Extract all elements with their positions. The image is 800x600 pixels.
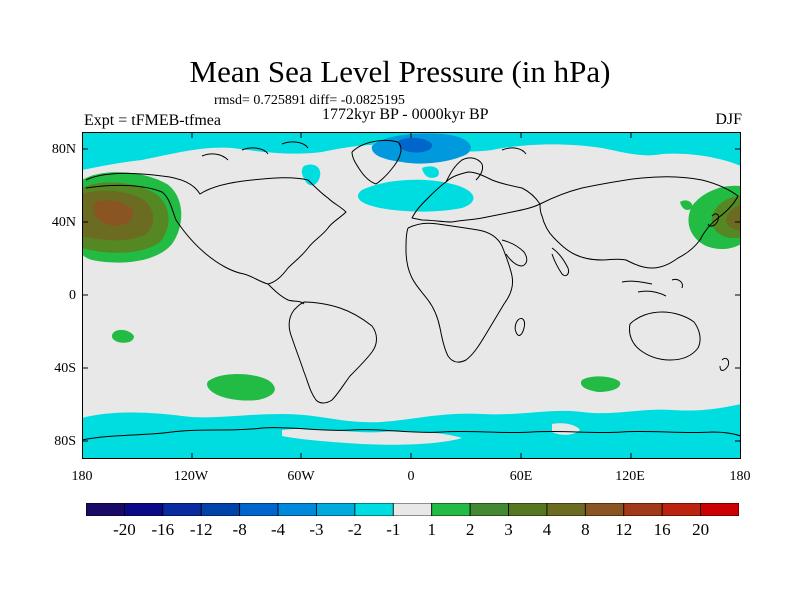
season-label: DJF xyxy=(715,111,742,128)
north-pacific-high-west-4 xyxy=(93,200,134,226)
coast-arabia xyxy=(501,239,528,267)
lat-tick-40n: 40N xyxy=(51,215,76,230)
colorbar-swatch xyxy=(354,503,394,516)
coast-north-america xyxy=(85,172,347,285)
coast-central-america xyxy=(267,283,305,305)
colorbar-label: -2 xyxy=(347,520,362,539)
north-pacific-high-east-3 xyxy=(726,206,741,230)
coast-greenland xyxy=(351,139,402,185)
colorbar-label: -16 xyxy=(151,520,175,539)
colorbar-label: -12 xyxy=(189,520,213,539)
colorbar-label: 16 xyxy=(653,520,671,539)
colorbar xyxy=(86,503,739,516)
colorbar-swatch xyxy=(623,503,663,516)
colorbar-label: -1 xyxy=(386,520,401,539)
coast-scandinavia xyxy=(445,157,483,183)
coast-arctic-islands xyxy=(201,141,527,161)
stats-label: rmsd= 0.725891 diff= -0.0825195 xyxy=(214,93,405,108)
colorbar-swatch xyxy=(124,503,164,516)
colorbar-swatch xyxy=(508,503,548,516)
scandinavia-negative-region xyxy=(422,166,439,178)
colorbar-label: -4 xyxy=(270,520,286,539)
colorbar-swatch xyxy=(700,503,739,516)
colorbar-label: 8 xyxy=(581,520,590,539)
lon-tick-60e: 60E xyxy=(509,469,533,484)
lon-tick-120w: 120W xyxy=(173,469,209,484)
coast-antarctica xyxy=(82,427,741,441)
colorbar-swatch xyxy=(200,503,241,516)
canada-negative-region xyxy=(301,164,321,186)
colorbar-label: -3 xyxy=(309,520,324,539)
colorbar-swatch xyxy=(392,503,433,516)
arctic-negative-region xyxy=(82,132,741,170)
colorbar-swatch xyxy=(277,503,317,516)
colorbar-label: 3 xyxy=(504,520,513,539)
experiment-label: Expt = tFMEB-tfmea xyxy=(84,112,222,129)
lat-tick-40s: 40S xyxy=(54,361,76,376)
colorbar-label: 12 xyxy=(615,520,633,539)
coast-asia xyxy=(539,176,739,269)
europe-negative-region xyxy=(357,179,474,212)
colorbar-swatch xyxy=(661,503,701,516)
lon-tick-180w: 180 xyxy=(71,469,93,484)
lat-tick-80n: 80N xyxy=(51,142,76,157)
colorbar-swatch xyxy=(86,503,125,516)
greenland-core-region xyxy=(398,137,433,153)
colorbar-label: 20 xyxy=(692,520,710,539)
colorbar-label: 2 xyxy=(465,520,475,539)
colorbar-swatch xyxy=(316,503,356,516)
colorbar-swatch xyxy=(469,503,509,516)
lon-tick-180e: 180 xyxy=(729,469,751,484)
south-pacific-positive-small xyxy=(111,329,134,343)
east-asia-positive-region xyxy=(680,200,693,210)
lon-tick-0: 0 xyxy=(407,469,415,484)
south-pacific-high xyxy=(207,374,275,401)
colorbar-label: -8 xyxy=(232,520,247,539)
colorbar-swatch xyxy=(162,503,202,516)
lat-tick-0: 0 xyxy=(69,288,76,303)
colorbar-swatch xyxy=(431,503,471,516)
coast-australia xyxy=(629,311,701,361)
map-title: Mean Sea Level Pressure (in hPa) xyxy=(189,54,611,89)
coast-europe xyxy=(411,171,541,223)
period-label: 1772kyr BP - 0000kyr BP xyxy=(322,106,489,123)
coast-indonesia xyxy=(621,279,683,297)
colorbar-swatch xyxy=(239,503,279,516)
colorbar-swatch xyxy=(584,503,625,516)
antarctic-inland-gray xyxy=(282,428,462,445)
colorbar-swatch xyxy=(546,503,586,516)
pressure-anomaly-map xyxy=(82,132,741,459)
coast-south-america xyxy=(288,301,377,404)
lon-tick-120e: 120E xyxy=(615,469,645,484)
colorbar-label: 4 xyxy=(542,520,552,539)
south-indian-high xyxy=(580,376,621,392)
coast-japan xyxy=(707,213,719,227)
coast-africa xyxy=(405,222,513,363)
lat-tick-80s: 80S xyxy=(54,434,76,449)
colorbar-label: -20 xyxy=(113,520,136,539)
lon-tick-60w: 60W xyxy=(287,469,315,484)
coast-madagascar xyxy=(514,317,525,336)
coast-new-zealand xyxy=(719,357,729,371)
colorbar-label: 1 xyxy=(427,520,436,539)
coast-india xyxy=(551,247,569,277)
